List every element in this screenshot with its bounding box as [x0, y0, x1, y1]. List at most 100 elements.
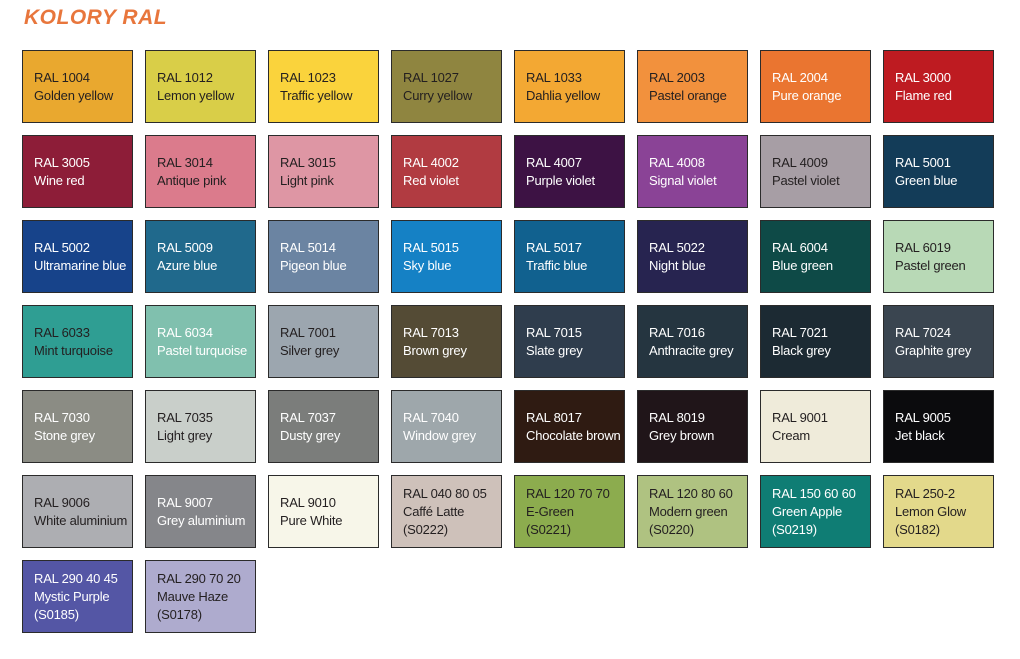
swatch-name: Grey brown: [649, 427, 715, 443]
swatch-code: RAL 7024: [895, 324, 951, 340]
color-swatch-ral-5002: RAL 5002 Ultramarine blue: [22, 220, 133, 293]
swatch-code: RAL 7013: [403, 324, 459, 340]
color-swatch-ral-1033: RAL 1033 Dahlia yellow: [514, 50, 625, 123]
swatch-code: RAL 1004: [34, 69, 90, 85]
color-swatch-ral-3015: RAL 3015 Light pink: [268, 135, 379, 208]
swatch-name: Signal violet: [649, 172, 717, 188]
color-swatch-ral-1023: RAL 1023 Traffic yellow: [268, 50, 379, 123]
swatch-code: RAL 9001: [772, 409, 828, 425]
color-swatch-ral-1027: RAL 1027 Curry yellow: [391, 50, 502, 123]
color-swatch-ral-7016: RAL 7016 Anthracite grey: [637, 305, 748, 378]
swatch-grid: RAL 1004 Golden yellow RAL 1012 Lemon ye…: [22, 50, 994, 633]
swatch-name: Graphite grey: [895, 342, 972, 358]
color-swatch-ral-2003: RAL 2003 Pastel orange: [637, 50, 748, 123]
color-swatch-ral-7030: RAL 7030 Stone grey: [22, 390, 133, 463]
swatch-name: Light grey: [157, 427, 213, 443]
color-swatch-ral-5001: RAL 5001 Green blue: [883, 135, 994, 208]
swatch-code: RAL 2004: [772, 69, 828, 85]
swatch-name: Mauve Haze: [157, 588, 228, 604]
color-swatch-ral-4002: RAL 4002 Red violet: [391, 135, 502, 208]
swatch-code: RAL 7035: [157, 409, 213, 425]
color-swatch-ral-4007: RAL 4007 Purple violet: [514, 135, 625, 208]
swatch-code: RAL 2003: [649, 69, 705, 85]
swatch-code: RAL 150 60 60: [772, 485, 856, 501]
swatch-code: RAL 7001: [280, 324, 336, 340]
swatch-code: RAL 4008: [649, 154, 705, 170]
color-swatch-ral-5009: RAL 5009 Azure blue: [145, 220, 256, 293]
color-swatch-ral-7001: RAL 7001 Silver grey: [268, 305, 379, 378]
swatch-name: Pigeon blue: [280, 257, 347, 273]
color-swatch-ral-5014: RAL 5014 Pigeon blue: [268, 220, 379, 293]
swatch-name: Flame red: [895, 87, 952, 103]
swatch-name: Pastel orange: [649, 87, 727, 103]
swatch-name: Silver grey: [280, 342, 340, 358]
color-swatch-ral-290-70-20: RAL 290 70 20 Mauve Haze (S0178): [145, 560, 256, 633]
color-swatch-ral-5022: RAL 5022 Night blue: [637, 220, 748, 293]
swatch-suffix: (S0219): [772, 521, 817, 537]
swatch-code: RAL 290 70 20: [157, 570, 241, 586]
swatch-code: RAL 290 40 45: [34, 570, 118, 586]
swatch-code: RAL 9010: [280, 494, 336, 510]
swatch-name: Pastel green: [895, 257, 966, 273]
swatch-code: RAL 5001: [895, 154, 951, 170]
swatch-code: RAL 4009: [772, 154, 828, 170]
swatch-name: White aluminium: [34, 512, 128, 528]
swatch-code: RAL 3015: [280, 154, 336, 170]
swatch-code: RAL 8019: [649, 409, 705, 425]
swatch-name: Mystic Purple: [34, 588, 110, 604]
swatch-code: RAL 8017: [526, 409, 582, 425]
color-swatch-ral-4009: RAL 4009 Pastel violet: [760, 135, 871, 208]
swatch-code: RAL 1033: [526, 69, 582, 85]
swatch-name: Wine red: [34, 172, 85, 188]
color-swatch-ral-9007: RAL 9007 Grey aluminium: [145, 475, 256, 548]
color-swatch-ral-7040: RAL 7040 Window grey: [391, 390, 502, 463]
color-swatch-ral-5017: RAL 5017 Traffic blue: [514, 220, 625, 293]
swatch-code: RAL 120 80 60: [649, 485, 733, 501]
swatch-name: Green Apple: [772, 503, 843, 519]
swatch-code: RAL 250-2: [895, 485, 955, 501]
color-swatch-ral-6034: RAL 6034 Pastel turquoise: [145, 305, 256, 378]
swatch-code: RAL 5009: [157, 239, 213, 255]
swatch-code: RAL 5017: [526, 239, 582, 255]
swatch-code: RAL 3014: [157, 154, 213, 170]
color-swatch-ral-5015: RAL 5015 Sky blue: [391, 220, 502, 293]
swatch-name: Slate grey: [526, 342, 583, 358]
swatch-name: Pastel turquoise: [157, 342, 248, 358]
color-swatch-ral-120-80-60: RAL 120 80 60 Modern green (S0220): [637, 475, 748, 548]
color-swatch-ral-9001: RAL 9001 Cream: [760, 390, 871, 463]
swatch-name: Ultramarine blue: [34, 257, 127, 273]
color-swatch-ral-6004: RAL 6004 Blue green: [760, 220, 871, 293]
swatch-name: Window grey: [403, 427, 476, 443]
color-swatch-ral-8019: RAL 8019 Grey brown: [637, 390, 748, 463]
swatch-name: Blue green: [772, 257, 833, 273]
swatch-code: RAL 7037: [280, 409, 336, 425]
color-swatch-ral-3000: RAL 3000 Flame red: [883, 50, 994, 123]
swatch-code: RAL 7016: [649, 324, 705, 340]
swatch-name: Curry yellow: [403, 87, 473, 103]
swatch-name: Purple violet: [526, 172, 595, 188]
swatch-code: RAL 9006: [34, 494, 90, 510]
swatch-code: RAL 1027: [403, 69, 459, 85]
color-swatch-ral-040-80-05: RAL 040 80 05 Caffé Latte (S0222): [391, 475, 502, 548]
color-swatch-ral-4008: RAL 4008 Signal violet: [637, 135, 748, 208]
swatch-code: RAL 4007: [526, 154, 582, 170]
color-swatch-ral-150-60-60: RAL 150 60 60 Green Apple (S0219): [760, 475, 871, 548]
swatch-name: Chocolate brown: [526, 427, 621, 443]
color-swatch-ral-290-40-45: RAL 290 40 45 Mystic Purple (S0185): [22, 560, 133, 633]
swatch-name: Red violet: [403, 172, 459, 188]
swatch-code: RAL 1012: [157, 69, 213, 85]
swatch-code: RAL 9005: [895, 409, 951, 425]
color-swatch-ral-7013: RAL 7013 Brown grey: [391, 305, 502, 378]
swatch-code: RAL 9007: [157, 494, 213, 510]
color-swatch-ral-8017: RAL 8017 Chocolate brown: [514, 390, 625, 463]
swatch-code: RAL 6004: [772, 239, 828, 255]
swatch-name: Green blue: [895, 172, 958, 188]
swatch-name: Azure blue: [157, 257, 218, 273]
swatch-name: Lemon Glow: [895, 503, 966, 519]
swatch-name: Mint turquoise: [34, 342, 113, 358]
swatch-code: RAL 7030: [34, 409, 90, 425]
swatch-code: RAL 5002: [34, 239, 90, 255]
swatch-name: Lemon yellow: [157, 87, 235, 103]
swatch-name: Antique pink: [157, 172, 227, 188]
